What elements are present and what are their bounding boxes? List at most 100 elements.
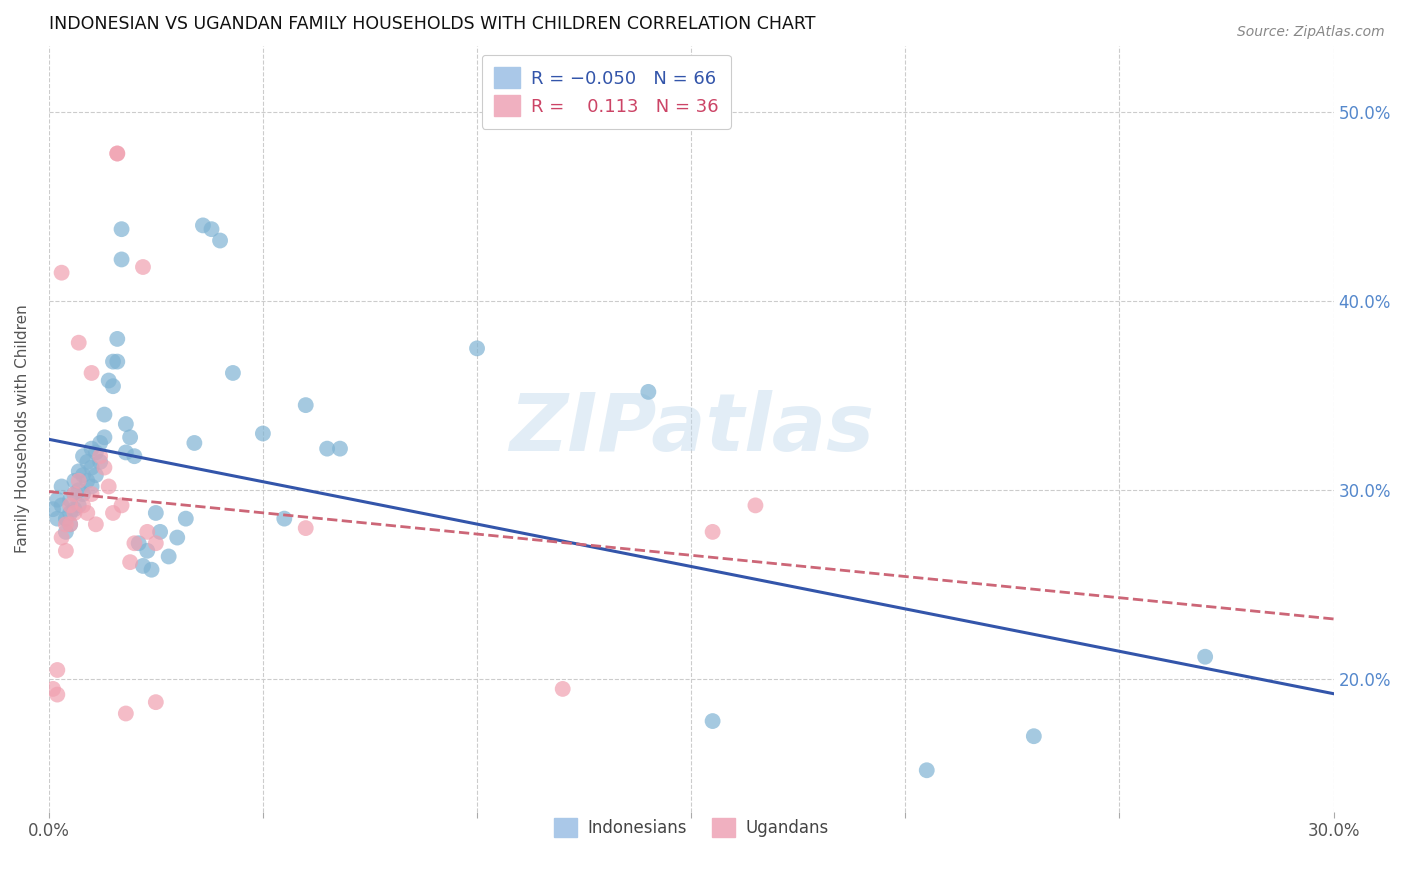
Ugandans — [59, 499, 82, 513]
Ugandans — [93, 460, 115, 475]
Indonesians — [72, 487, 94, 501]
Ugandans — [76, 506, 98, 520]
Ugandans — [136, 524, 159, 539]
Indonesians — [200, 222, 222, 236]
Indonesians — [141, 563, 163, 577]
Indonesians — [183, 436, 205, 450]
Indonesians — [89, 436, 111, 450]
Indonesians — [67, 483, 90, 498]
Ugandans — [145, 695, 167, 709]
Indonesians — [67, 499, 90, 513]
Indonesians — [120, 430, 142, 444]
Ugandans — [294, 521, 316, 535]
Indonesians — [84, 468, 107, 483]
Indonesians — [166, 531, 188, 545]
Ugandans — [110, 499, 132, 513]
Ugandans — [46, 663, 69, 677]
Ugandans — [551, 681, 574, 696]
Indonesians — [702, 714, 724, 728]
Ugandans — [115, 706, 138, 721]
Ugandans — [51, 531, 73, 545]
Indonesians — [145, 506, 167, 520]
Indonesians — [63, 474, 86, 488]
Indonesians — [55, 511, 77, 525]
Indonesians — [76, 455, 98, 469]
Ugandans — [84, 517, 107, 532]
Indonesians — [80, 460, 103, 475]
Indonesians — [191, 219, 214, 233]
Indonesians — [93, 408, 115, 422]
Ugandans — [145, 536, 167, 550]
Ugandans — [72, 499, 94, 513]
Indonesians — [294, 398, 316, 412]
Ugandans — [101, 506, 124, 520]
Indonesians — [222, 366, 245, 380]
Indonesians — [80, 442, 103, 456]
Indonesians — [105, 332, 128, 346]
Indonesians — [115, 417, 138, 431]
Ugandans — [132, 260, 155, 274]
Indonesians — [209, 234, 232, 248]
Indonesians — [105, 354, 128, 368]
Indonesians — [915, 764, 938, 778]
Text: INDONESIAN VS UGANDAN FAMILY HOUSEHOLDS WITH CHILDREN CORRELATION CHART: INDONESIAN VS UGANDAN FAMILY HOUSEHOLDS … — [49, 15, 815, 33]
Indonesians — [157, 549, 180, 564]
Indonesians — [132, 558, 155, 573]
Indonesians — [55, 524, 77, 539]
Ugandans — [51, 266, 73, 280]
Indonesians — [101, 379, 124, 393]
Indonesians — [93, 430, 115, 444]
Text: Source: ZipAtlas.com: Source: ZipAtlas.com — [1237, 25, 1385, 39]
Indonesians — [59, 517, 82, 532]
Ugandans — [67, 335, 90, 350]
Ugandans — [63, 487, 86, 501]
Indonesians — [46, 492, 69, 507]
Indonesians — [72, 449, 94, 463]
Indonesians — [67, 464, 90, 478]
Indonesians — [72, 468, 94, 483]
Indonesians — [1194, 649, 1216, 664]
Indonesians — [115, 445, 138, 459]
Indonesians — [76, 474, 98, 488]
Ugandans — [46, 688, 69, 702]
Indonesians — [84, 445, 107, 459]
Ugandans — [80, 487, 103, 501]
Ugandans — [67, 474, 90, 488]
Indonesians — [637, 384, 659, 399]
Indonesians — [174, 511, 197, 525]
Indonesians — [59, 506, 82, 520]
Indonesians — [89, 455, 111, 469]
Ugandans — [89, 449, 111, 463]
Indonesians — [465, 342, 488, 356]
Text: ZIPatlas: ZIPatlas — [509, 390, 873, 467]
Indonesians — [42, 502, 65, 516]
Ugandans — [105, 146, 128, 161]
Ugandans — [744, 499, 766, 513]
Ugandans — [105, 146, 128, 161]
Indonesians — [136, 543, 159, 558]
Ugandans — [80, 366, 103, 380]
Y-axis label: Family Households with Children: Family Households with Children — [15, 304, 30, 553]
Indonesians — [46, 511, 69, 525]
Ugandans — [124, 536, 146, 550]
Indonesians — [63, 502, 86, 516]
Indonesians — [252, 426, 274, 441]
Ugandans — [702, 524, 724, 539]
Indonesians — [101, 354, 124, 368]
Indonesians — [124, 449, 146, 463]
Indonesians — [329, 442, 352, 456]
Indonesians — [316, 442, 339, 456]
Ugandans — [97, 479, 120, 493]
Indonesians — [128, 536, 150, 550]
Ugandans — [55, 517, 77, 532]
Indonesians — [110, 222, 132, 236]
Indonesians — [149, 524, 172, 539]
Indonesians — [59, 492, 82, 507]
Indonesians — [51, 499, 73, 513]
Indonesians — [273, 511, 295, 525]
Indonesians — [63, 487, 86, 501]
Indonesians — [80, 479, 103, 493]
Ugandans — [55, 543, 77, 558]
Indonesians — [97, 374, 120, 388]
Indonesians — [110, 252, 132, 267]
